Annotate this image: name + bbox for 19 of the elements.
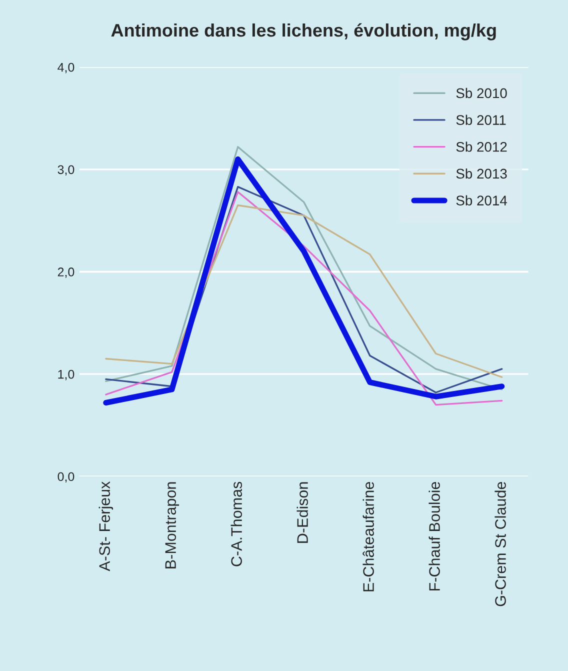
x-tick-label: G-Crem St Claude <box>494 482 506 606</box>
legend-label: Sb 2010 <box>456 88 507 98</box>
x-tick-label: C-A.Thomas <box>230 482 242 566</box>
chart-title: Antimoine dans les lichens, évolution, mg/kg <box>111 23 496 40</box>
legend-label: Sb 2012 <box>456 142 507 152</box>
x-tick-label: D-Edison <box>296 482 308 543</box>
y-tick-label: 3,0 <box>58 165 74 176</box>
x-tick-label: F-Chauf Bouloie <box>428 482 440 590</box>
y-tick-label: 0,0 <box>58 472 74 483</box>
y-tick-label: 4,0 <box>58 62 74 74</box>
line-series <box>105 204 503 378</box>
y-tick-label: 2,0 <box>58 268 74 278</box>
legend-label: Sb 2013 <box>456 168 507 179</box>
y-tick-label: 1,0 <box>58 370 74 380</box>
legend-label: Sb 2011 <box>456 114 506 125</box>
legend-label: Sb 2014 <box>456 195 508 206</box>
x-tick-label: B-Montrapon <box>165 482 180 568</box>
x-tick-label: A-St- Ferjeux <box>98 481 114 572</box>
x-tick-label: E-Châteaufarine <box>362 482 374 592</box>
